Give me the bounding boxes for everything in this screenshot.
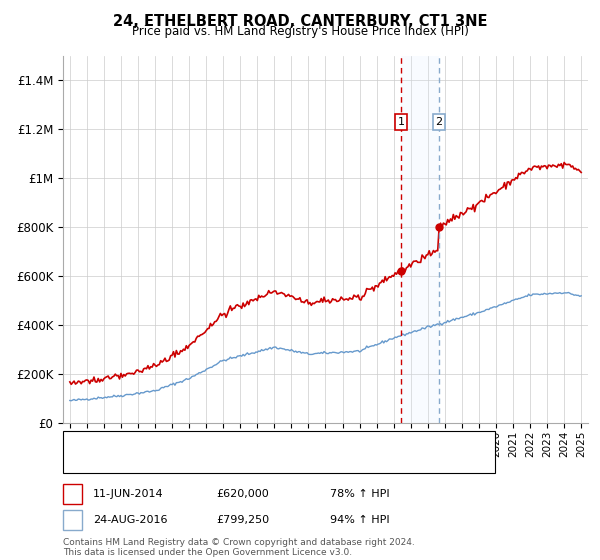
Text: HPI: Average price, detached house, Canterbury: HPI: Average price, detached house, Cant… bbox=[96, 458, 348, 468]
Text: 24-AUG-2016: 24-AUG-2016 bbox=[93, 515, 167, 525]
Text: Contains HM Land Registry data © Crown copyright and database right 2024.
This d: Contains HM Land Registry data © Crown c… bbox=[63, 538, 415, 557]
Text: 1: 1 bbox=[69, 489, 76, 499]
Bar bbox=[401, 56, 439, 423]
Text: 1: 1 bbox=[398, 117, 404, 127]
Text: ——: —— bbox=[70, 435, 85, 448]
Text: 11-JUN-2014: 11-JUN-2014 bbox=[93, 489, 164, 499]
Text: Price paid vs. HM Land Registry's House Price Index (HPI): Price paid vs. HM Land Registry's House … bbox=[131, 25, 469, 38]
Text: £799,250: £799,250 bbox=[216, 515, 269, 525]
Text: 94% ↑ HPI: 94% ↑ HPI bbox=[330, 515, 389, 525]
Text: 24, ETHELBERT ROAD, CANTERBURY, CT1 3NE (detached house): 24, ETHELBERT ROAD, CANTERBURY, CT1 3NE … bbox=[96, 437, 431, 447]
Text: 2: 2 bbox=[69, 515, 76, 525]
Text: 78% ↑ HPI: 78% ↑ HPI bbox=[330, 489, 389, 499]
Text: ——: —— bbox=[70, 456, 85, 469]
Text: 2: 2 bbox=[435, 117, 442, 127]
Text: £620,000: £620,000 bbox=[216, 489, 269, 499]
Text: 24, ETHELBERT ROAD, CANTERBURY, CT1 3NE: 24, ETHELBERT ROAD, CANTERBURY, CT1 3NE bbox=[113, 14, 487, 29]
